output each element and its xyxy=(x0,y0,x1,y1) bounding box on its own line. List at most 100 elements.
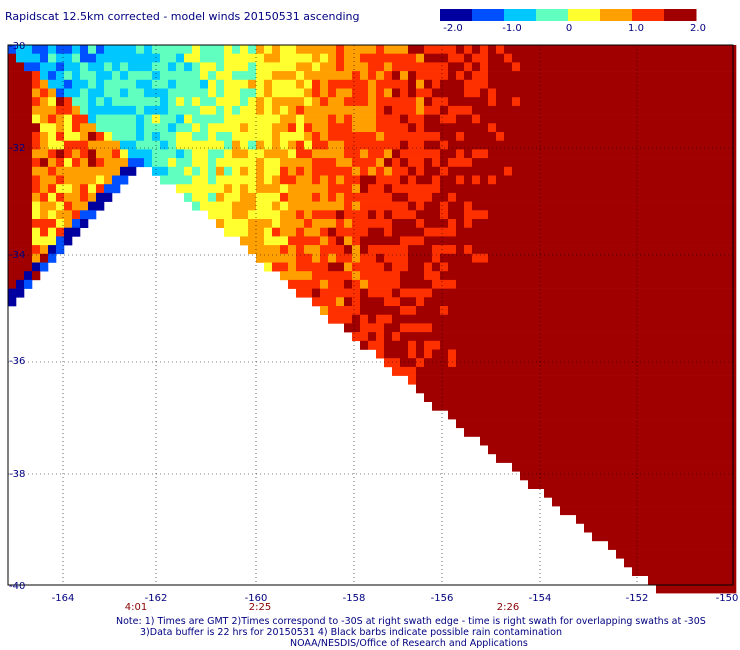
heatmap-cell xyxy=(248,97,257,107)
heatmap-cell xyxy=(544,236,553,246)
heatmap-cell xyxy=(216,105,225,115)
heatmap-cell xyxy=(656,45,665,54)
heatmap-cell xyxy=(544,192,553,202)
heatmap-cell xyxy=(608,192,617,202)
heatmap-cell xyxy=(696,262,705,272)
heatmap-cell xyxy=(672,79,681,89)
heatmap-cell xyxy=(8,184,17,194)
heatmap-cell xyxy=(472,349,481,359)
heatmap-cell xyxy=(640,201,649,211)
heatmap-cell xyxy=(408,88,417,98)
heatmap-cell xyxy=(656,453,665,463)
heatmap-cell xyxy=(72,210,81,220)
heatmap-cell xyxy=(560,166,569,176)
heatmap-cell xyxy=(72,88,81,98)
heatmap-cell xyxy=(352,210,361,220)
heatmap-cell xyxy=(720,149,729,159)
heatmap-cell xyxy=(728,401,737,411)
heatmap-cell xyxy=(640,410,649,420)
heatmap-cell xyxy=(272,45,281,54)
heatmap-cell xyxy=(16,279,25,289)
heatmap-cell xyxy=(320,236,329,246)
heatmap-cell xyxy=(528,349,537,359)
heatmap-cell xyxy=(408,323,417,333)
heatmap-cell xyxy=(704,558,713,568)
heatmap-cell xyxy=(528,340,537,350)
heatmap-cell xyxy=(32,88,41,98)
heatmap-cell xyxy=(704,358,713,368)
heatmap-cell xyxy=(400,79,409,89)
heatmap-cell xyxy=(504,192,513,202)
heatmap-cell xyxy=(456,97,465,107)
heatmap-cell xyxy=(704,410,713,420)
heatmap-cell xyxy=(608,506,617,516)
heatmap-cell xyxy=(664,462,673,472)
heatmap-cell xyxy=(552,410,561,420)
heatmap-cell xyxy=(600,323,609,333)
heatmap-cell xyxy=(696,62,705,72)
heatmap-cell xyxy=(16,123,25,133)
heatmap-cell xyxy=(632,332,641,342)
heatmap-cell xyxy=(696,53,705,63)
heatmap-cell xyxy=(288,262,297,272)
heatmap-cell xyxy=(472,88,481,98)
heatmap-cell xyxy=(520,419,529,429)
heatmap-cell xyxy=(624,279,633,289)
heatmap-cell xyxy=(696,219,705,228)
heatmap-cell xyxy=(664,306,673,315)
heatmap-cell xyxy=(568,288,577,298)
heatmap-cell xyxy=(160,45,169,54)
heatmap-cell xyxy=(16,219,25,228)
heatmap-cell xyxy=(424,253,433,263)
heatmap-cell xyxy=(640,210,649,220)
heatmap-cell xyxy=(552,53,561,63)
heatmap-cell xyxy=(248,192,257,202)
heatmap-cell xyxy=(120,45,129,54)
heatmap-cell xyxy=(288,105,297,115)
heatmap-cell xyxy=(608,436,617,446)
heatmap-cell xyxy=(528,453,537,463)
heatmap-cell xyxy=(8,297,17,307)
heatmap-cell xyxy=(584,175,593,185)
heatmap-cell xyxy=(320,271,329,281)
heatmap-cell xyxy=(512,184,521,194)
heatmap-cell xyxy=(320,62,329,72)
heatmap-cell xyxy=(616,549,625,559)
heatmap-cell xyxy=(400,62,409,72)
heatmap-cell xyxy=(480,236,489,246)
heatmap-cell xyxy=(256,175,265,185)
heatmap-cell xyxy=(80,219,89,228)
heatmap-cell xyxy=(472,401,481,411)
heatmap-cell xyxy=(264,210,273,220)
heatmap-cell xyxy=(696,393,705,402)
heatmap-cell xyxy=(56,184,65,194)
heatmap-cell xyxy=(656,184,665,194)
heatmap-cell xyxy=(704,166,713,176)
heatmap-cell xyxy=(680,523,689,533)
heatmap-cell xyxy=(56,166,65,176)
heatmap-cell xyxy=(544,419,553,429)
heatmap-cell xyxy=(488,236,497,246)
heatmap-cell xyxy=(616,497,625,507)
heatmap-cell xyxy=(176,123,185,133)
heatmap-cell xyxy=(208,210,217,220)
heatmap-cell xyxy=(32,175,41,185)
heatmap-cell xyxy=(576,184,585,194)
heatmap-cell xyxy=(680,471,689,481)
heatmap-cell xyxy=(456,384,465,394)
heatmap-cell xyxy=(648,480,657,489)
heatmap-cell xyxy=(304,210,313,220)
heatmap-cell xyxy=(296,175,305,185)
heatmap-cell xyxy=(240,123,249,133)
colorbar-swatch xyxy=(616,9,621,21)
heatmap-cell xyxy=(632,523,641,533)
heatmap-cell xyxy=(424,332,433,342)
heatmap-cell xyxy=(488,45,497,54)
heatmap-cell xyxy=(160,140,169,150)
heatmap-cell xyxy=(472,114,481,124)
heatmap-cell xyxy=(232,158,241,168)
heatmap-cell xyxy=(168,45,177,54)
heatmap-cell xyxy=(624,340,633,350)
heatmap-cell xyxy=(440,358,449,368)
heatmap-cell xyxy=(432,358,441,368)
